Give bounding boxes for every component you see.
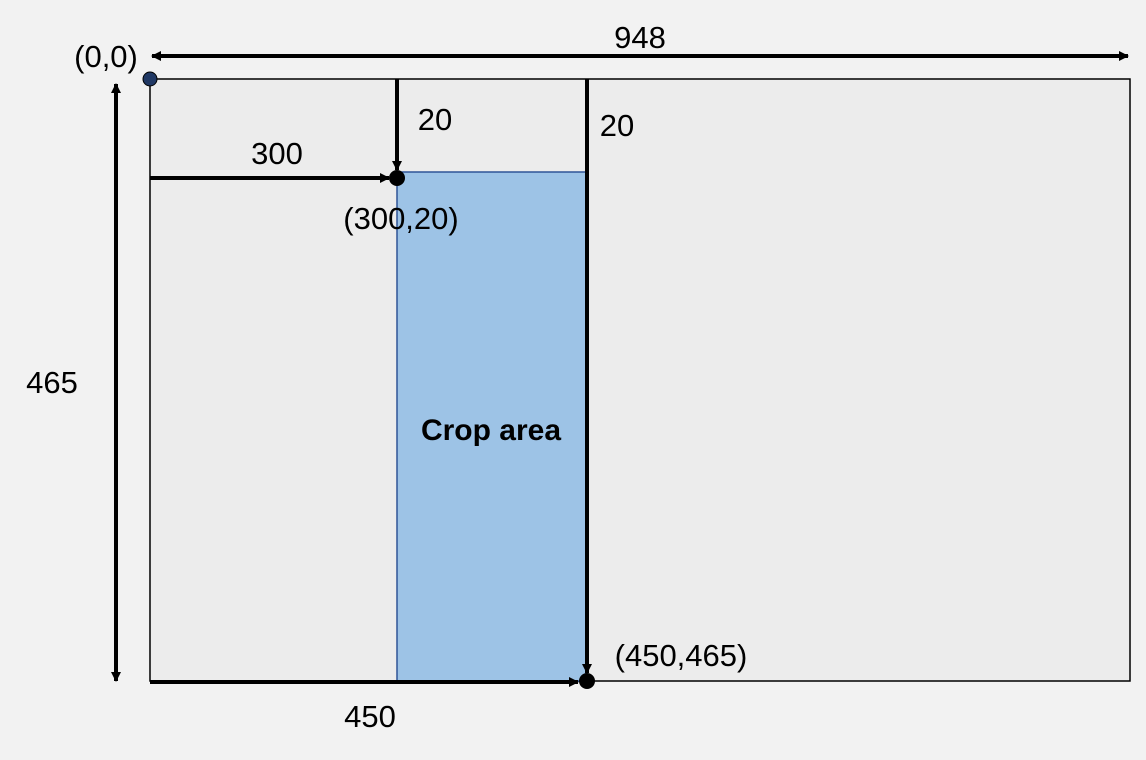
width-label: 948: [614, 20, 666, 55]
x-offset-label: 300: [251, 136, 303, 171]
origin-label: (0,0): [74, 39, 138, 74]
height-label: 465: [26, 365, 78, 400]
y-offset-label-left: 20: [418, 102, 452, 137]
crop-area-label: Crop area: [421, 414, 561, 447]
x-end-label: 450: [344, 699, 396, 734]
crop-top-left-dot: [389, 170, 405, 186]
crop-top-left-label: (300,20): [343, 201, 458, 236]
crop-bottom-right-label: (450,465): [615, 638, 748, 673]
y-offset-label-right: 20: [600, 108, 634, 143]
origin-dot: [142, 71, 158, 87]
crop-bottom-right-dot: [579, 673, 595, 689]
crop-area-rectangle: [396, 171, 587, 682]
